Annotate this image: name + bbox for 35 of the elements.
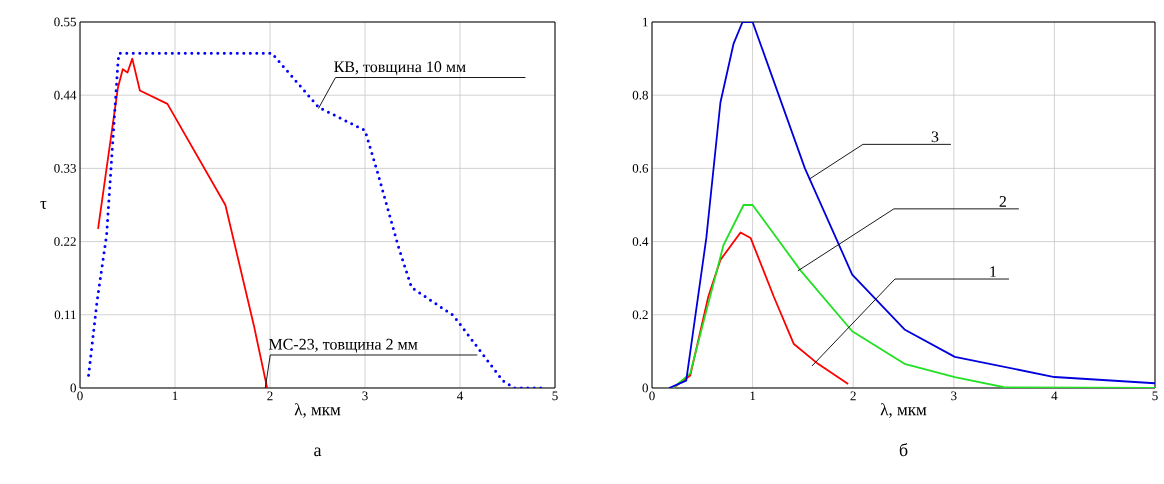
x-tick-label: 4 [1051,391,1058,401]
x-tick-label: 0 [77,391,83,401]
annotation: 3 [931,131,939,143]
line-series [668,21,1155,388]
y-tick-label: 0.44 [54,90,77,100]
y-tick-label: 0.11 [54,310,76,320]
x-tick-label: 2 [267,391,273,401]
x-axis-title: λ, мкм [880,403,927,418]
line-series [97,57,269,388]
y-tick-label: 0 [70,383,76,393]
x-axis-title: λ, мкм [294,403,341,418]
y-tick-label: 0.55 [54,17,76,27]
y-tick-label: 0.33 [54,163,76,173]
x-tick-label: 4 [457,391,464,401]
y-tick-label: 0.4 [632,237,649,247]
y-tick-label: 0 [642,383,648,393]
text: а [314,447,322,457]
text: б [899,443,908,457]
y-tick-label: 1 [643,17,648,27]
annotation: 2 [999,196,1006,207]
x-tick-label: 5 [552,391,558,401]
x-tick-label: 2 [850,391,856,401]
annotation: 1 [990,266,996,277]
x-tick-label: 1 [750,391,756,401]
y-tick-label: 0.8 [632,90,648,100]
y-tick-label: 0.6 [632,163,649,173]
y-tick-label: 0.22 [54,237,76,247]
y-tick-label: 0.2 [632,310,648,320]
annotation: КВ, товщина 10 мм [334,61,466,76]
x-tick-label: 3 [951,391,957,401]
x-tick-label: 5 [1152,391,1158,401]
annotation: МС-23, товщина 2 мм [268,338,418,353]
x-tick-label: 3 [362,391,368,401]
y-axis-title: τ [40,201,47,209]
x-tick-label: 1 [172,391,178,401]
